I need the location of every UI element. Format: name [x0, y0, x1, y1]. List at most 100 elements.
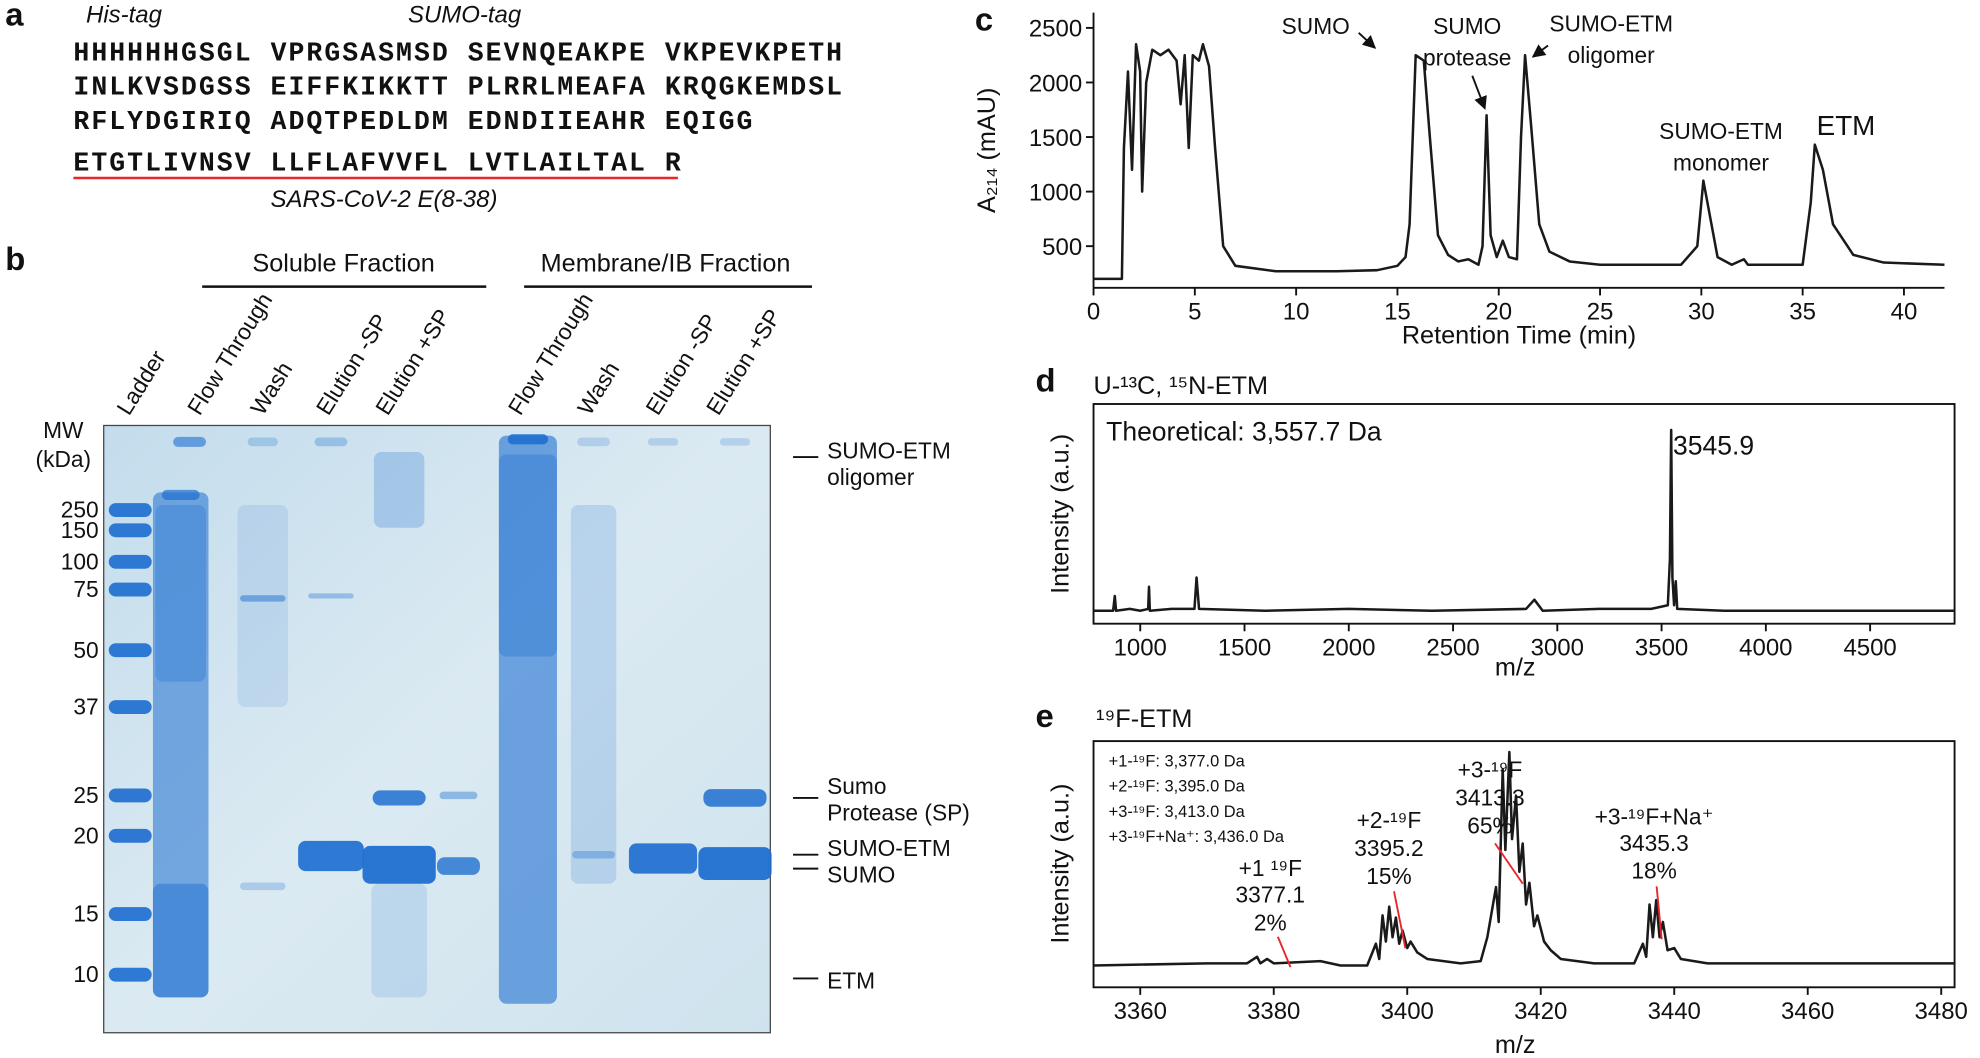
- gel-band: [108, 643, 152, 658]
- mw-marker: 150: [61, 517, 99, 543]
- annotation: 3395.2: [1354, 835, 1424, 861]
- annotation: 65%: [1467, 812, 1512, 838]
- chart-title: U-¹³C, ¹⁵N-ETM: [1094, 372, 1269, 400]
- annotation: Theoretical: 3,557.7 Da: [1106, 417, 1382, 447]
- gel-band: [108, 523, 152, 538]
- annotation: ETM: [1817, 110, 1876, 141]
- trace: [1093, 750, 1955, 967]
- x-tick-label: 20: [1485, 298, 1512, 325]
- x-tick-label: 3460: [1781, 998, 1834, 1025]
- gel-band: [362, 845, 436, 884]
- annotation-arrow: [1276, 936, 1292, 968]
- band-label: oligomer: [827, 464, 915, 490]
- x-tick-label: 3440: [1648, 998, 1701, 1025]
- trace: [1093, 43, 1945, 281]
- gel-band: [507, 434, 549, 445]
- x-tick-label: 4000: [1739, 634, 1792, 661]
- sequence: RFLYDGIRIQ ADQTPEDLDM EDNDIIEAHR EQIGG: [73, 107, 754, 137]
- mw-marker: 10: [73, 961, 98, 987]
- gel-band: [108, 503, 152, 518]
- gel-band: [240, 595, 286, 602]
- annotation: SUMO-ETM: [1549, 11, 1673, 37]
- gel-band: [155, 505, 206, 682]
- legend-text: +3-¹⁹F: 3,413.0 Da: [1109, 803, 1246, 821]
- annotation-arrow: [1655, 886, 1663, 940]
- annotation: +3-¹⁹F: [1458, 757, 1523, 783]
- annotation: 3413.3: [1455, 784, 1525, 810]
- y-tick-label: 500: [1042, 234, 1082, 261]
- annotation: 3545.9: [1673, 431, 1754, 461]
- gel-band: [108, 582, 152, 597]
- x-tick-label: 35: [1789, 298, 1816, 325]
- gel-band: [108, 967, 152, 982]
- x-tick-label: 5: [1188, 298, 1201, 325]
- fraction-header: Membrane/IB Fraction: [541, 249, 791, 277]
- plot-frame: [1092, 403, 1956, 625]
- gel-background: [103, 424, 771, 1034]
- sequence: INLKVSDGSS EIFFKIKKTT PLRRLMEAFA KRQGKEM…: [73, 73, 844, 103]
- y-tick-label: 2500: [1029, 16, 1082, 43]
- lane-label: Wash: [572, 357, 624, 419]
- legend-text: +1-¹⁹F: 3,377.0 Da: [1109, 752, 1246, 770]
- x-axis-label: Retention Time (min): [1402, 321, 1636, 349]
- legend-text: +2-¹⁹F: 3,395.0 Da: [1109, 778, 1246, 796]
- lane-label: Wash: [245, 357, 297, 419]
- panel-label: b: [5, 240, 25, 277]
- gel-band: [498, 454, 557, 657]
- mw-header: MW: [43, 417, 84, 443]
- annotation: monomer: [1673, 149, 1769, 175]
- panel-label: e: [1035, 697, 1053, 734]
- band-label: Sumo: [827, 773, 886, 799]
- x-axis-label: m/z: [1495, 1031, 1536, 1058]
- x-tick-label: 3420: [1514, 998, 1567, 1025]
- annotation-arrow: [1358, 32, 1377, 49]
- band-label: ETM: [827, 968, 875, 994]
- x-tick-label: 1000: [1114, 634, 1167, 661]
- annotation: SUMO: [1433, 13, 1501, 39]
- gel-band: [373, 451, 425, 528]
- annotation: +1 ¹⁹F: [1239, 855, 1302, 881]
- gel-band: [247, 437, 278, 447]
- gel-band: [371, 883, 427, 998]
- band-label: Protease (SP): [827, 800, 970, 826]
- band-label: SUMO-ETM: [827, 835, 951, 861]
- sequence: ETGTLIVNSV LLFLAFVVFL LVTLAILTAL R: [73, 148, 682, 178]
- gel-band: [498, 435, 557, 1004]
- gel-band: [108, 788, 152, 803]
- gel-band: [628, 843, 698, 874]
- x-tick-label: 10: [1283, 298, 1310, 325]
- x-tick-label: 3400: [1381, 998, 1434, 1025]
- annotation-arrow: [1471, 75, 1487, 110]
- gel-band: [577, 437, 610, 447]
- tag-label: His-tag: [86, 2, 163, 29]
- gel-band: [152, 492, 209, 998]
- annotation-arrow: [1393, 891, 1407, 949]
- sequence-label: SARS-CoV-2 E(8-38): [271, 186, 498, 213]
- gel-band: [314, 437, 348, 447]
- sequence: HHHHHH: [73, 39, 181, 69]
- x-tick-label: 3000: [1531, 634, 1584, 661]
- mw-marker: 75: [73, 576, 98, 602]
- gel-band: [298, 840, 364, 872]
- mw-marker: 20: [73, 822, 98, 848]
- annotation: +3-¹⁹F+Na⁺: [1595, 803, 1714, 829]
- mw-marker: 50: [73, 637, 98, 663]
- y-axis-label: A₂₁₄ (mAU): [973, 88, 1001, 213]
- gel-band: [108, 828, 152, 843]
- gel-band: [161, 489, 200, 500]
- annotation: protease: [1423, 45, 1511, 71]
- x-tick-label: 3360: [1114, 998, 1167, 1025]
- annotation: SUMO: [1282, 13, 1350, 39]
- tag-label: SUMO-tag: [408, 2, 522, 29]
- gel-band: [572, 850, 616, 859]
- y-tick-label: 1500: [1029, 125, 1082, 152]
- gel-band: [647, 438, 679, 446]
- annotation: SUMO-ETM: [1659, 118, 1783, 144]
- band-label: SUMO: [827, 862, 895, 888]
- gel-band: [108, 554, 152, 569]
- mw-marker: 37: [73, 694, 98, 720]
- gel-band: [439, 791, 478, 800]
- gel-band: [719, 438, 751, 446]
- annotation: 2%: [1254, 909, 1287, 935]
- sequence: GSGL VPRGSASMSD SEVNQEAKPE VKPEVKPETH: [181, 39, 844, 69]
